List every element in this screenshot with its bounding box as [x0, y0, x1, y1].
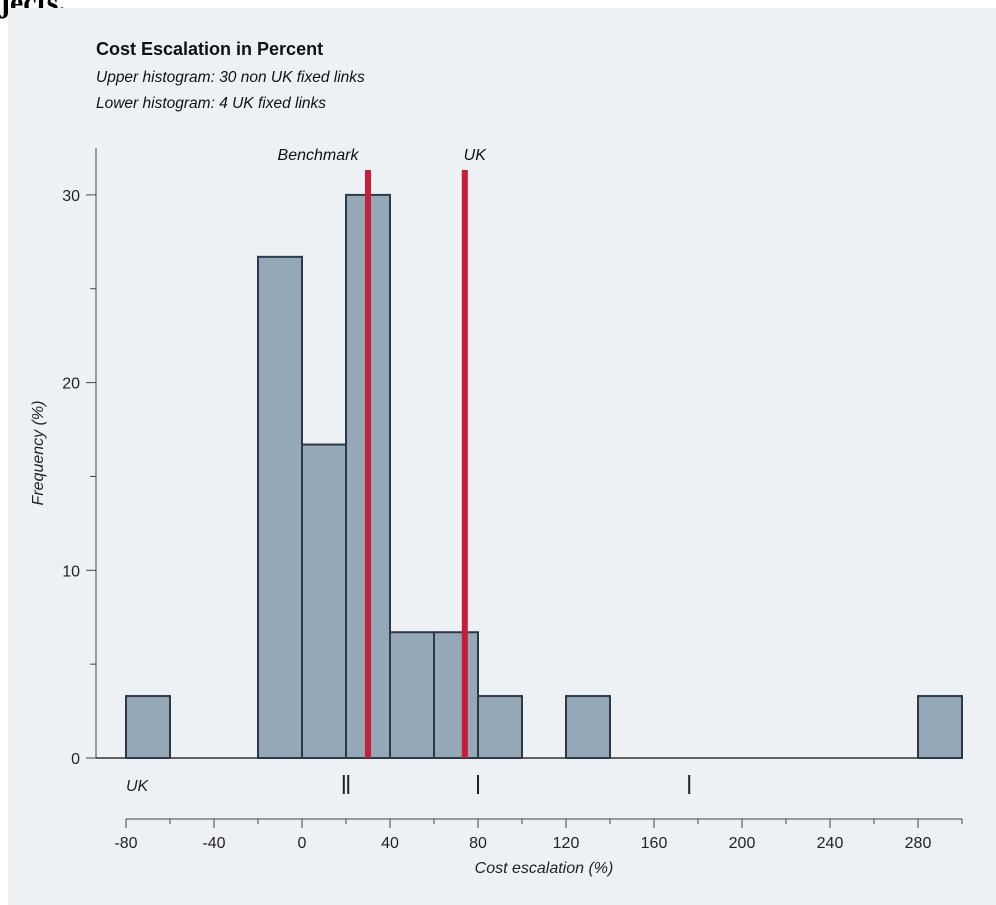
- histogram-bar: [389, 631, 435, 760]
- x-tick-label: 240: [817, 835, 844, 852]
- x-tick-label: 0: [298, 835, 307, 852]
- reference-label-benchmark: Benchmark: [278, 147, 360, 164]
- lower-histogram-label: UK: [126, 778, 150, 795]
- y-axis-label: Frequency (%): [30, 401, 47, 506]
- histogram-bar: [477, 695, 523, 760]
- x-tick-label: 80: [469, 835, 487, 852]
- histogram-bar: [125, 695, 171, 760]
- x-tick-label: -80: [114, 835, 137, 852]
- lower-histogram-group: [342, 775, 691, 794]
- x-tick-label: -40: [202, 835, 225, 852]
- y-tick-label: 20: [62, 376, 80, 393]
- chart-title: Cost Escalation in Percent: [96, 39, 323, 59]
- histogram-bar: [917, 695, 963, 760]
- histogram-bar: [565, 695, 611, 760]
- histogram-bar: [257, 255, 303, 759]
- x-tick-label: 280: [905, 835, 932, 852]
- chart-subtitle-lower: Lower histogram: 4 UK fixed links: [96, 95, 326, 112]
- y-tick-label: 30: [62, 188, 80, 205]
- histogram-bar: [301, 443, 347, 759]
- reference-label-uk: UK: [464, 147, 488, 164]
- x-tick-label: 160: [641, 835, 668, 852]
- x-tick-label: 200: [729, 835, 756, 852]
- histogram-bar: [433, 631, 479, 760]
- x-tick-label: 40: [381, 835, 399, 852]
- reference-lines-group: Benchmark UK: [278, 147, 488, 758]
- y-tick-label: 0: [71, 751, 80, 768]
- chart-subtitle-upper: Upper histogram: 30 non UK fixed links: [96, 69, 365, 86]
- x-axis-label: Cost escalation (%): [475, 860, 614, 877]
- x-tick-label: 120: [553, 835, 580, 852]
- axes-group: 0 10 20 30 -80 -40 0 40 80 120 160 200 240 280: [62, 148, 963, 852]
- bars-group: [125, 193, 963, 760]
- y-tick-label: 10: [62, 563, 80, 580]
